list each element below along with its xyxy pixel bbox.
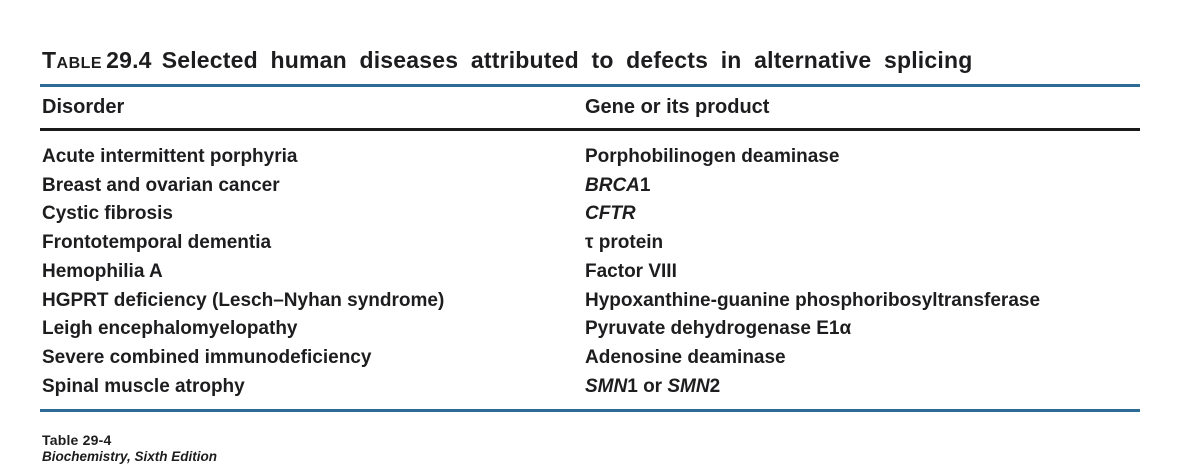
table-body: Acute intermittent porphyria Porphobilino… [42, 143, 1140, 401]
gene-segment: 1 or [627, 375, 668, 397]
caption-table-ref: Table 29-4 [42, 432, 112, 448]
gene-segment: SMN [667, 375, 710, 397]
gene-cell: τ protein [585, 229, 1140, 258]
gene-segment: SMN [585, 375, 628, 397]
gene-cell: CFTR [585, 200, 1140, 229]
gene-segment: 2 [709, 375, 721, 397]
gene-segment: Factor VIII [585, 260, 677, 282]
table-row: Breast and ovarian cancer BRCA1 [42, 172, 1140, 201]
table-row: Spinal muscle atrophy SMN1 or SMN2 [42, 373, 1140, 402]
table-row: HGPRT deficiency (Lesch–Nyhan syndrome) H… [42, 287, 1140, 316]
disorder-cell: Spinal muscle atrophy [42, 375, 245, 397]
bottom-rule [40, 409, 1140, 412]
table-row: Leigh encephalomyelopathy Pyruvate dehydr… [42, 315, 1140, 344]
column-header-gene: Gene or its product [585, 96, 770, 118]
column-header-disorder: Disorder [42, 96, 125, 118]
gene-cell: BRCA1 [585, 172, 1140, 201]
gene-segment: Hypoxanthine-guanine phosphoribosyltrans… [585, 289, 1041, 311]
disorder-cell: Acute intermittent porphyria [42, 146, 298, 167]
gene-cell: Adenosine deaminase [585, 344, 1140, 373]
gene-cell: SMN1 or SMN2 [585, 373, 1140, 402]
disorder-cell: Breast and ovarian cancer [42, 174, 280, 196]
table-header-row: Disorder Gene or its product [42, 95, 1140, 119]
gene-cell: Factor VIII [585, 258, 1140, 287]
table-title-text: Selected human diseases attributed to de… [161, 47, 973, 73]
figure-caption: Table 29-4 Biochemistry, Sixth Edition [42, 431, 217, 465]
gene-cell: Hypoxanthine-guanine phosphoribosyltrans… [585, 287, 1140, 316]
table-row: Acute intermittent porphyria Porphobilino… [42, 143, 1140, 172]
header-rule [40, 128, 1140, 131]
disorder-cell: HGPRT deficiency (Lesch–Nyhan syndrome) [42, 289, 445, 311]
table-row: Hemophilia A Factor VIII [42, 258, 1140, 287]
caption-book-title: Biochemistry, Sixth Edition [42, 449, 218, 464]
disorder-cell: Hemophilia A [42, 260, 163, 282]
table-row: Cystic fibrosis CFTR [42, 200, 1140, 229]
gene-segment: Porphobilinogen deaminase [585, 146, 840, 167]
disorder-cell: Severe combined immunodeficiency [42, 346, 372, 368]
disorder-cell: Frontotemporal dementia [42, 232, 272, 254]
top-rule [40, 84, 1140, 87]
gene-segment: τ protein [585, 232, 664, 254]
table-row: Severe combined immunodeficiency Adenosin… [42, 344, 1140, 373]
table-title-label: Table [42, 47, 103, 73]
gene-segment: Adenosine deaminase [585, 346, 786, 368]
table-title-number: 29.4 [106, 47, 152, 73]
gene-cell: Pyruvate dehydrogenase E1α [585, 315, 1140, 344]
gene-segment: Pyruvate dehydrogenase E1α [585, 318, 852, 340]
table-title: Table 29.4 Selected human diseases attribu… [42, 46, 972, 74]
gene-segment: 1 [639, 174, 651, 196]
disorder-cell: Cystic fibrosis [42, 203, 173, 225]
table-row: Frontotemporal dementia τ protein [42, 229, 1140, 258]
gene-segment: CFTR [585, 203, 636, 225]
disorder-cell: Leigh encephalomyelopathy [42, 318, 298, 340]
gene-cell: Porphobilinogen deaminase [585, 143, 1140, 172]
gene-segment: BRCA [585, 174, 640, 196]
